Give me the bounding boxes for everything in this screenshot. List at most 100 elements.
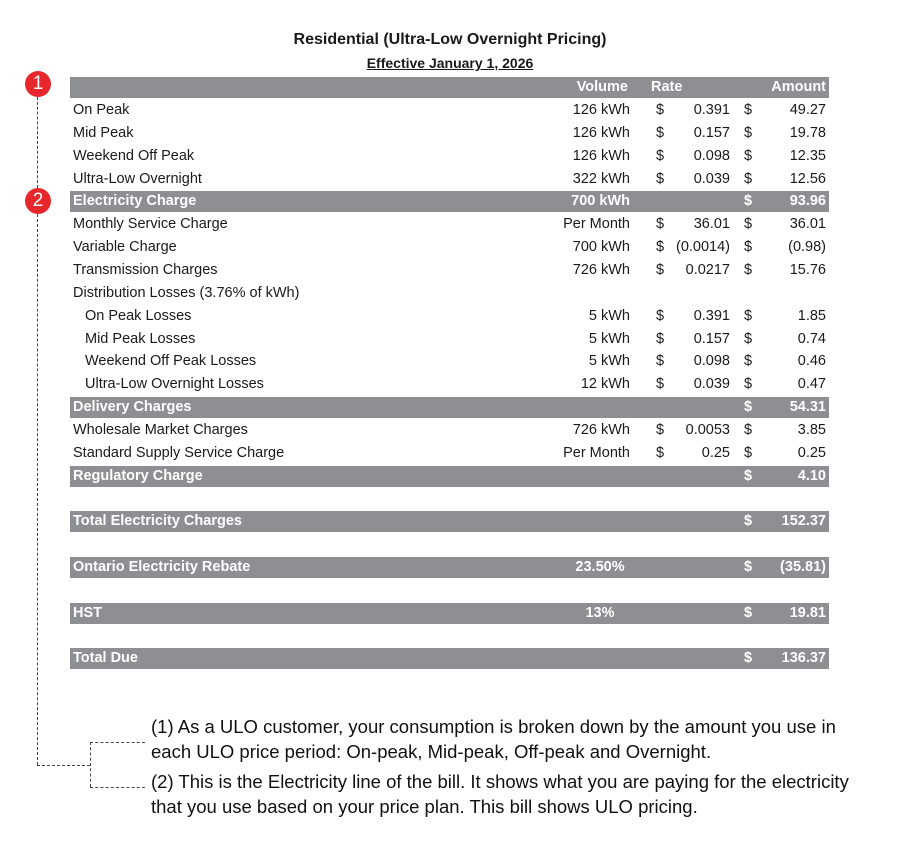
cell-amt-cur: $ bbox=[744, 444, 753, 461]
cell-amount: 0.47 bbox=[797, 376, 826, 393]
cell-amount: 3.85 bbox=[797, 421, 826, 438]
subtotal-row: Regulatory Charge $4.10 bbox=[70, 465, 829, 487]
cell-volume: 23.50% bbox=[575, 559, 625, 575]
table-row: On Peak Losses 5 kWh $0.391 $1.85 bbox=[70, 306, 829, 327]
cell-amt-cur: $ bbox=[744, 147, 753, 164]
cell-volume: 726 kWh bbox=[572, 421, 630, 438]
cell-volume: 322 kWh bbox=[572, 170, 630, 187]
cell-amount: 4.10 bbox=[797, 467, 826, 484]
cell-amount: 15.76 bbox=[789, 261, 826, 278]
cell-label: Mid Peak Losses bbox=[85, 330, 196, 347]
connector-line bbox=[90, 742, 145, 743]
subtotal-row: Electricity Charge 700 kWh $93.96 bbox=[70, 191, 829, 213]
table-row: Distribution Losses (3.76% of kWh) bbox=[70, 283, 829, 304]
cell-rate-cur: $ bbox=[656, 307, 665, 324]
subtotal-row: Total Due $136.37 bbox=[70, 648, 829, 670]
cell-amount: 1.85 bbox=[797, 307, 826, 324]
cell-amt-cur: $ bbox=[744, 353, 753, 370]
cell-amount: 19.81 bbox=[789, 604, 826, 621]
cell-rate: 0.0217 bbox=[685, 261, 730, 278]
cell-amount: 19.78 bbox=[789, 124, 826, 141]
cell-rate: 0.157 bbox=[693, 330, 730, 347]
cell-amount: 36.01 bbox=[789, 216, 826, 233]
note-2: (2) This is the Electricity line of the … bbox=[151, 771, 849, 817]
cell-label: Wholesale Market Charges bbox=[73, 421, 248, 438]
cell-amount: 152.37 bbox=[781, 513, 826, 530]
table-row: Ultra-Low Overnight 322 kWh $0.039 $12.56 bbox=[70, 169, 829, 190]
cell-label: Variable Charge bbox=[73, 239, 177, 256]
cell-rate-cur: $ bbox=[656, 147, 665, 164]
connector-line bbox=[37, 765, 90, 766]
cell-label: Mid Peak bbox=[73, 124, 134, 141]
cell-rate: 0.391 bbox=[693, 307, 730, 324]
cell-amt-cur: $ bbox=[744, 216, 753, 233]
cell-amt-cur: $ bbox=[744, 170, 753, 187]
connector-bracket bbox=[90, 742, 91, 787]
cell-amount: 93.96 bbox=[789, 193, 826, 210]
cell-label: Regulatory Charge bbox=[73, 467, 203, 484]
cell-amount: 0.46 bbox=[797, 353, 826, 370]
effective-date: Effective January 1, 2026 bbox=[366, 55, 534, 71]
cell-amt-cur: $ bbox=[744, 467, 753, 484]
cell-volume: 12 kWh bbox=[580, 376, 630, 393]
table-row: Transmission Charges 726 kWh $0.0217 $15.76 bbox=[70, 260, 829, 281]
cell-amt-cur: $ bbox=[744, 559, 753, 575]
cell-amt-cur: $ bbox=[744, 376, 753, 393]
cell-volume: 5 kWh bbox=[588, 353, 630, 370]
connector-line bbox=[37, 214, 38, 765]
cell-amount: 0.25 bbox=[797, 444, 826, 461]
cell-rate-cur: $ bbox=[656, 353, 665, 370]
cell-label: Standard Supply Service Charge bbox=[73, 444, 285, 461]
cell-rate: 0.157 bbox=[693, 124, 730, 141]
cell-rate-cur: $ bbox=[656, 216, 665, 233]
cell-amt-cur: $ bbox=[744, 604, 753, 621]
table-row: Monthly Service Charge Per Month $36.01 $36… bbox=[70, 214, 829, 235]
cell-amount: 136.37 bbox=[781, 650, 826, 667]
callout-badge-1: 1 bbox=[25, 71, 51, 97]
cell-label: HST bbox=[73, 604, 102, 621]
subtotal-row: HST 13% $19.81 bbox=[70, 602, 829, 624]
page-title: Residential (Ultra-Low Overnight Pricing… bbox=[293, 31, 607, 48]
cell-label: Ultra-Low Overnight Losses bbox=[85, 376, 264, 393]
cell-rate: (0.0014) bbox=[675, 239, 730, 256]
cell-volume: 726 kWh bbox=[572, 261, 630, 278]
note-1: (1) As a ULO customer, your consumption … bbox=[151, 716, 836, 762]
table-row: Mid Peak 126 kWh $0.157 $19.78 bbox=[70, 123, 829, 144]
cell-rate: 0.25 bbox=[701, 444, 730, 461]
table-row: Mid Peak Losses 5 kWh $0.157 $0.74 bbox=[70, 329, 829, 350]
header-amount: Amount bbox=[771, 79, 826, 95]
cell-label: Electricity Charge bbox=[73, 193, 197, 210]
table-header: Volume Rate Amount bbox=[70, 77, 829, 98]
table-row: Weekend Off Peak 126 kWh $0.098 $12.35 bbox=[70, 146, 829, 167]
cell-volume: Per Month bbox=[563, 216, 630, 233]
cell-rate-cur: $ bbox=[656, 261, 665, 278]
cell-amount: (0.98) bbox=[788, 239, 826, 256]
table-row: Standard Supply Service Charge Per Month $… bbox=[70, 443, 829, 464]
cell-amount: 12.56 bbox=[789, 170, 826, 187]
cell-volume: Per Month bbox=[563, 444, 630, 461]
cell-amt-cur: $ bbox=[744, 650, 753, 667]
cell-amt-cur: $ bbox=[744, 513, 753, 530]
cell-amount: 54.31 bbox=[789, 399, 826, 416]
cell-rate: 36.01 bbox=[693, 216, 730, 233]
cell-rate-cur: $ bbox=[656, 444, 665, 461]
cell-amt-cur: $ bbox=[744, 261, 753, 278]
cell-amt-cur: $ bbox=[744, 421, 753, 438]
cell-volume: 5 kWh bbox=[588, 307, 630, 324]
cell-volume: 13% bbox=[585, 604, 615, 621]
connector-line bbox=[37, 97, 38, 188]
cell-label: Ultra-Low Overnight bbox=[73, 170, 202, 187]
table-row: Weekend Off Peak Losses 5 kWh $0.098 $0.46 bbox=[70, 351, 829, 372]
subtotal-row: Delivery Charges $54.31 bbox=[70, 397, 829, 419]
table-row: Wholesale Market Charges 726 kWh $0.0053 $3… bbox=[70, 420, 829, 441]
cell-volume: 700 kWh bbox=[571, 193, 630, 210]
cell-rate: 0.039 bbox=[693, 376, 730, 393]
cell-label: Ontario Electricity Rebate bbox=[73, 559, 251, 575]
callout-badge-2: 2 bbox=[25, 188, 51, 214]
subtotal-row: Total Electricity Charges $152.37 bbox=[70, 511, 829, 533]
cell-label: Weekend Off Peak bbox=[73, 147, 195, 164]
cell-rate: 0.391 bbox=[693, 102, 730, 118]
cell-label: Monthly Service Charge bbox=[73, 216, 228, 233]
cell-amt-cur: $ bbox=[744, 124, 753, 141]
table-row: On Peak 126 kWh $0.391 $49.27 bbox=[70, 100, 829, 121]
